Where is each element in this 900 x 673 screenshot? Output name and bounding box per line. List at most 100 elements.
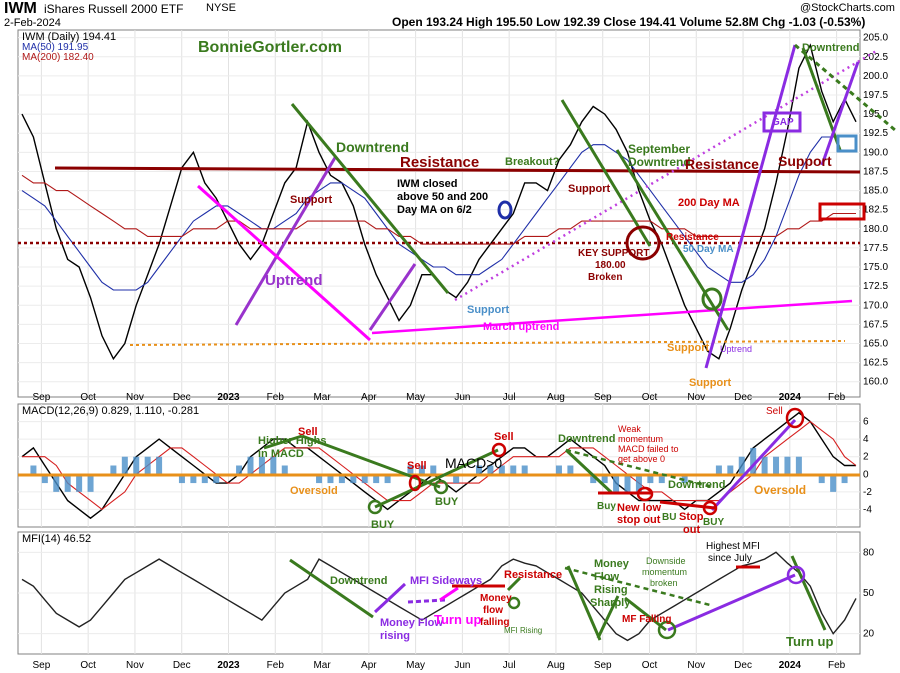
- resistance-line: [54, 166, 861, 174]
- mfi-side-1: [407, 598, 446, 604]
- mfi-ann-sharp-1: Money: [594, 558, 630, 570]
- macd-hist-bar: [453, 474, 460, 484]
- y-tick-label: -2: [863, 487, 872, 498]
- x-tick-label: Sep: [594, 660, 612, 671]
- macd-hist-bar: [133, 456, 140, 475]
- mfi-up-3: [667, 573, 796, 632]
- macd-ann-sell-3: Sell: [494, 431, 514, 443]
- macd-newlow-circle: [636, 486, 654, 502]
- mfi-up-2: [596, 595, 620, 639]
- macd-ann-downtrend: Downtrend: [558, 433, 615, 445]
- mfi-ann-falling-1: Money: [480, 593, 512, 604]
- y-tick-label: 177.5: [863, 243, 888, 254]
- y-tick-label: 205.0: [863, 33, 888, 44]
- mfi-ann-mfirising: MFI Rising: [504, 626, 542, 635]
- mfi-ann-sideways: MFI Sideways: [410, 575, 482, 587]
- ann-gap: GAP: [772, 117, 794, 128]
- macd-hist-bar: [350, 474, 357, 484]
- macd-hist-bar: [53, 474, 60, 492]
- mfi-circle-1: [507, 596, 521, 610]
- macd-hist-bar: [407, 465, 414, 475]
- macd-buy-line: [374, 448, 499, 509]
- x-tick-label: May: [406, 392, 425, 403]
- downtrend-dotted-jan: [794, 43, 896, 132]
- x-tick-label: Apr: [361, 660, 377, 671]
- x-tick-label: Dec: [734, 392, 752, 403]
- ann-iwm-1: IWM closed: [397, 178, 458, 190]
- macd-ann-sell-2: Sell: [407, 460, 427, 472]
- macd-hist-bar: [236, 465, 243, 475]
- ann-breakout: Breakout?: [505, 156, 560, 168]
- macd-hist-bar: [475, 465, 482, 475]
- macd-hist-bar: [144, 456, 151, 475]
- x-tick-label: Mar: [313, 660, 331, 671]
- y-tick-label: 200.0: [863, 71, 888, 82]
- mfi-ann-downside-2: momentum: [642, 567, 687, 577]
- y-tick-label: 195.0: [863, 109, 888, 120]
- macd-buy-circle-1: [367, 499, 383, 515]
- ann-march-uptrend: March uptrend: [483, 321, 559, 333]
- macd-hist-bar: [327, 474, 334, 484]
- macd-ann-buy-2: BUY: [435, 496, 459, 508]
- uptrend-line-nov: [704, 44, 797, 369]
- macd-hist-bar: [270, 456, 277, 475]
- macd-ann-newlow-1: New low: [617, 502, 661, 514]
- mfi-ann-rising-1: Money Flow: [380, 617, 443, 629]
- mfi-circle-3: [786, 565, 806, 585]
- x-tick-label: 2024: [779, 392, 802, 403]
- mfi-ann-turnup-2: Turn up: [786, 634, 833, 649]
- downtrend-line-aug: [560, 99, 652, 247]
- x-tick-label: Jul: [503, 392, 516, 403]
- macd-hist-bar: [190, 474, 197, 484]
- macd-ann-higher-2: in MACD: [258, 448, 304, 460]
- macd-hist-bar: [658, 474, 665, 484]
- macd-label: MACD(12,26,9) 0.829, 1.110, -0.281: [22, 405, 199, 417]
- macd-hist-bar: [201, 474, 208, 484]
- mfi-down-4: [624, 596, 667, 632]
- macd-hist-bar: [121, 456, 128, 475]
- mfi-ann-rising-2: rising: [380, 630, 410, 642]
- macd-ann-oversold-2: Oversold: [754, 483, 806, 497]
- macd-hist-bar: [567, 465, 574, 475]
- macd-hist-bar: [213, 474, 220, 484]
- macd-down-3: [565, 448, 713, 489]
- macd-ann-stop-2: out: [683, 524, 700, 536]
- x-tick-label: Sep: [32, 392, 50, 403]
- march-uptrend-line: [371, 299, 853, 335]
- macd-hist-bar: [681, 474, 688, 484]
- macd-hist-bar: [258, 456, 265, 475]
- x-tick-label: 2023: [217, 392, 240, 403]
- series-line: [21, 551, 857, 642]
- y-tick-label: 4: [863, 434, 869, 445]
- macd-hist-bar: [750, 447, 757, 475]
- x-tick-label: 2024: [779, 660, 802, 671]
- y-tick-label: 175.0: [863, 262, 888, 273]
- macd-sell-circle-2: [491, 442, 507, 458]
- macd-hist-bar: [773, 456, 780, 475]
- x-tick-label: Aug: [547, 660, 565, 671]
- x-tick-label: Nov: [126, 392, 144, 403]
- mfi-ann-falling-2: flow: [483, 605, 503, 616]
- mfi-ann-turnup-1: Turn up: [434, 612, 481, 627]
- macd-hist-bar: [521, 465, 528, 475]
- macd-down-1: [301, 434, 441, 489]
- x-tick-label: Oct: [642, 660, 658, 671]
- x-tick-label: 2023: [217, 660, 240, 671]
- x-tick-label: Jul: [503, 660, 516, 671]
- macd-hist-bar: [601, 474, 608, 484]
- macd-ann-buy-1: BUY: [371, 519, 395, 531]
- downtrend-line-feb: [290, 103, 450, 294]
- macd-up-line: [710, 418, 797, 512]
- series-line: [22, 420, 857, 511]
- macd-ann-bu: BU: [662, 512, 676, 523]
- y-tick-label: 197.5: [863, 90, 888, 101]
- macd-hist-bar: [727, 465, 734, 475]
- mfi-ann-resistance: Resistance: [504, 569, 562, 581]
- downtrend-line-jan: [801, 47, 842, 151]
- ann-support-1: Support: [778, 153, 832, 169]
- ind-main: IWM (Daily) 194.41: [22, 31, 116, 43]
- dotted-uptrend-line: [454, 48, 879, 302]
- y-tick-label: 182.5: [863, 205, 888, 216]
- x-tick-label: Apr: [361, 392, 377, 403]
- ann-support-2: Support: [290, 194, 332, 206]
